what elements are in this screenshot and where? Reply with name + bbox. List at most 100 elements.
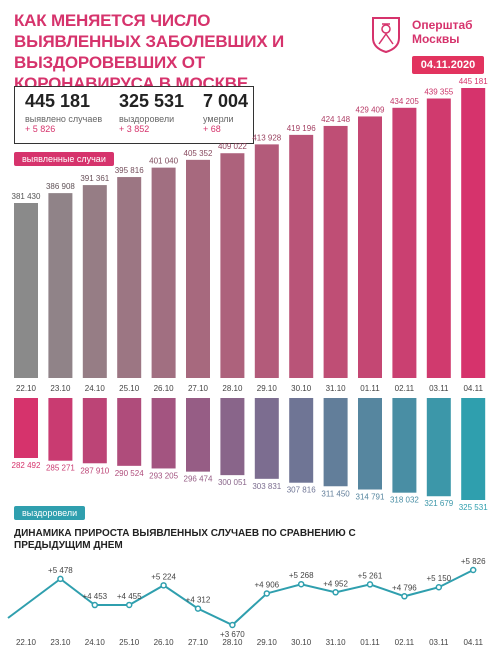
cases-bar bbox=[220, 153, 245, 378]
recovered-value-label: 293 205 bbox=[149, 471, 178, 480]
recovered-value-label: 285 271 bbox=[46, 464, 75, 473]
recovered-value-label: 290 524 bbox=[115, 469, 144, 478]
recovered-bar bbox=[117, 398, 142, 466]
date-tick-label: 28.10 bbox=[222, 384, 243, 393]
dynamics-value-label: +5 478 bbox=[48, 566, 73, 575]
dynamics-value-label: +4 455 bbox=[117, 592, 142, 601]
cases-value-label: 445 181 bbox=[459, 77, 488, 86]
dynamics-point bbox=[366, 581, 374, 588]
date-badge: 04.11.2020 bbox=[412, 56, 484, 74]
cases-value-label: 424 148 bbox=[321, 115, 350, 124]
recovered-bar bbox=[289, 398, 314, 483]
date-tick-label: 29.10 bbox=[257, 384, 278, 393]
recovered-value-label: 318 032 bbox=[390, 496, 419, 505]
cases-bar bbox=[323, 125, 348, 378]
cases-value-label: 429 409 bbox=[356, 105, 385, 114]
recovered-bar bbox=[151, 398, 176, 469]
date-tick-label: 26.10 bbox=[154, 384, 175, 393]
stat-deaths-value: 7 004 bbox=[203, 91, 249, 111]
cases-value-label: 413 928 bbox=[252, 133, 281, 142]
dynamics-title: Динамика прироста выявленных случаев по … bbox=[14, 528, 356, 551]
dynamics-date-label: 24.10 bbox=[85, 638, 106, 647]
date-tick-label: 23.10 bbox=[50, 384, 71, 393]
dynamics-date-label: 25.10 bbox=[119, 638, 140, 647]
dynamics-date-label: 31.10 bbox=[326, 638, 347, 647]
date-tick-label: 22.10 bbox=[16, 384, 37, 393]
cases-bar bbox=[14, 203, 38, 378]
date-tick-label: 30.10 bbox=[291, 384, 312, 393]
recovered-value-label: 314 791 bbox=[356, 493, 385, 502]
stat-cases-label: выявлено случаев bbox=[25, 114, 103, 124]
dynamics-point bbox=[229, 621, 236, 629]
dynamics-point bbox=[401, 593, 408, 600]
recovered-bar bbox=[426, 398, 451, 497]
date-tick-label: 01.11 bbox=[360, 384, 380, 393]
dynamics-point bbox=[263, 590, 271, 597]
dynamics-point bbox=[469, 566, 477, 574]
date-tick-label: 04.11 bbox=[463, 384, 483, 393]
stat-recovered: 325 531 выздоровели + 3 852 bbox=[119, 91, 184, 134]
dynamics-date-label: 23.10 bbox=[50, 638, 71, 647]
cases-bar bbox=[358, 116, 382, 379]
date-tick-label: 24.10 bbox=[85, 384, 106, 393]
brand-name: Оперштаб Москвы bbox=[412, 18, 473, 46]
stat-deaths-delta: + 68 bbox=[203, 124, 221, 134]
stat-recovered-label: выздоровели bbox=[119, 114, 175, 124]
date-tick-label: 27.10 bbox=[188, 384, 209, 393]
recovered-bar bbox=[358, 398, 382, 490]
recovered-bar bbox=[461, 398, 486, 500]
dynamics-point bbox=[435, 583, 443, 591]
cases-bar bbox=[117, 177, 142, 378]
cases-bar bbox=[151, 167, 176, 378]
recovered-bar bbox=[392, 398, 417, 493]
recovered-bar bbox=[323, 398, 348, 487]
cases-bar bbox=[461, 88, 486, 378]
recovered-bar bbox=[48, 398, 73, 461]
recovered-series-label: выздоровели bbox=[14, 506, 86, 520]
recovered-value-label: 287 910 bbox=[80, 466, 109, 475]
dynamics-date-label: 30.10 bbox=[291, 638, 312, 647]
dynamics-value-label: +3 670 bbox=[220, 630, 245, 639]
dynamics-point bbox=[125, 601, 133, 609]
recovered-value-label: 296 474 bbox=[184, 475, 213, 484]
moscow-coat-of-arms-icon bbox=[372, 17, 400, 54]
cases-bar bbox=[254, 144, 279, 378]
cases-value-label: 419 196 bbox=[287, 124, 316, 133]
dynamics-value-label: +5 268 bbox=[289, 571, 314, 580]
stat-recovered-delta: + 3 852 bbox=[119, 124, 150, 134]
recovered-bar bbox=[254, 398, 279, 479]
cases-bar bbox=[392, 107, 417, 378]
cases-value-label: 401 040 bbox=[149, 157, 178, 166]
recovered-value-label: 325 531 bbox=[459, 503, 488, 512]
recovered-value-label: 282 492 bbox=[12, 461, 41, 470]
cases-bar bbox=[82, 185, 107, 378]
brand-line-2: Москвы bbox=[412, 32, 460, 46]
stat-deaths: 7 004 умерли + 68 bbox=[203, 91, 248, 134]
cases-value-label: 434 205 bbox=[390, 97, 419, 106]
dynamics-date-label: 04.11 bbox=[463, 638, 483, 647]
cases-value-label: 405 352 bbox=[184, 149, 213, 158]
dynamics-date-label: 26.10 bbox=[154, 638, 175, 647]
cases-value-label: 386 908 bbox=[46, 182, 75, 191]
brand-line-1: Оперштаб bbox=[412, 18, 473, 32]
dynamics-date-label: 01.11 bbox=[360, 638, 380, 647]
dynamics-date-label: 28.10 bbox=[222, 638, 243, 647]
dynamics-value-label: +5 224 bbox=[151, 572, 176, 581]
dynamics-point bbox=[160, 582, 167, 589]
dynamics-point bbox=[57, 575, 64, 583]
cases-value-label: 409 022 bbox=[218, 142, 247, 151]
dynamics-value-label: +4 906 bbox=[254, 580, 279, 589]
recovered-value-label: 321 679 bbox=[424, 499, 453, 508]
dynamics-date-label: 27.10 bbox=[188, 638, 209, 647]
dynamics-value-label: +4 312 bbox=[186, 596, 211, 605]
dynamics-value-label: +5 826 bbox=[461, 557, 486, 566]
cases-bar bbox=[426, 98, 451, 378]
dynamics-date-label: 02.11 bbox=[395, 638, 415, 647]
recovered-value-label: 300 051 bbox=[218, 478, 247, 487]
dynamics-date-label: 22.10 bbox=[16, 638, 37, 647]
date-tick-label: 25.10 bbox=[119, 384, 140, 393]
recovered-value-label: 307 816 bbox=[287, 486, 316, 495]
dynamics-value-label: +4 952 bbox=[323, 579, 348, 588]
recovered-bar bbox=[186, 398, 210, 472]
